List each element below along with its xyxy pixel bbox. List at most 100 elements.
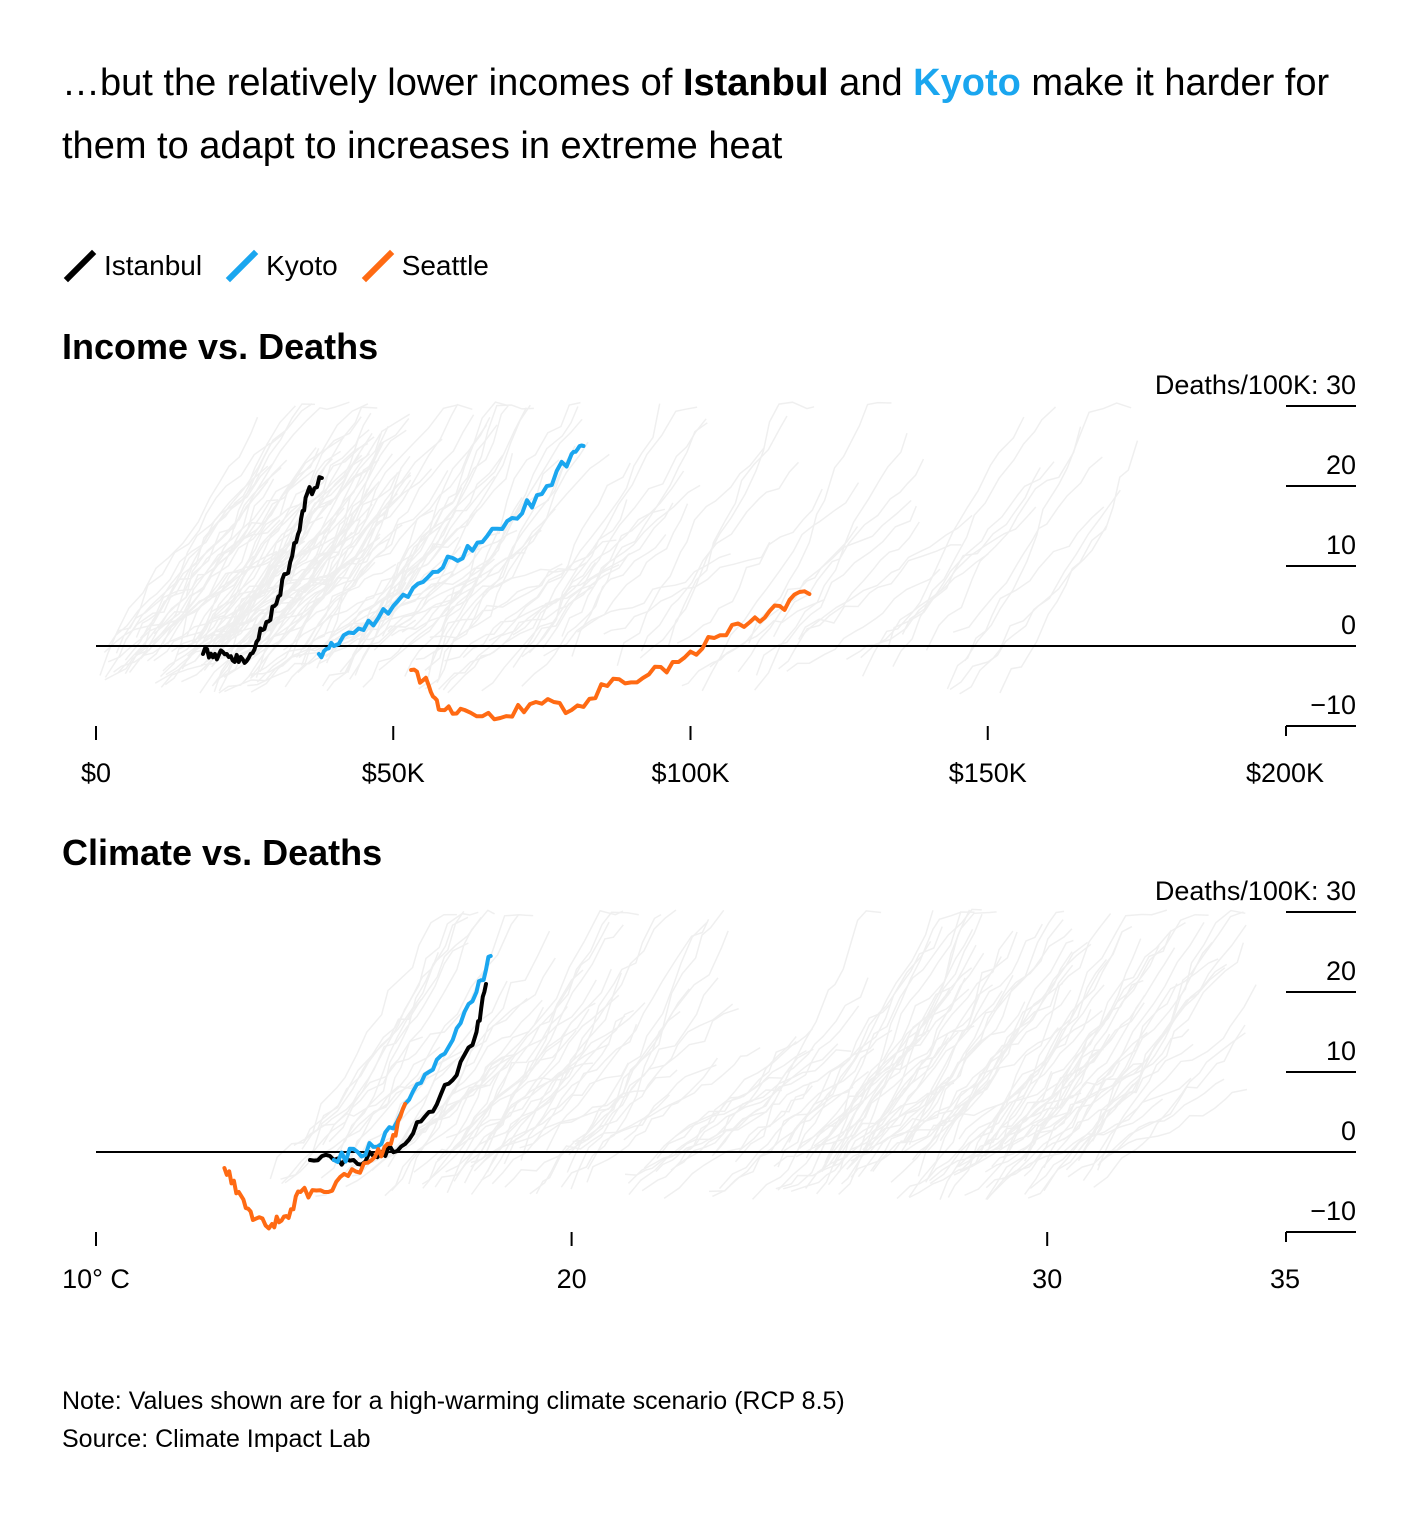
income-chart-background-line [952,456,1103,633]
climate-chart-background-line [1093,1032,1246,1188]
income-chart-background-line [488,462,631,642]
income-chart-background-line [447,586,594,694]
income-chart-background-line [349,416,491,680]
income-chart-background-line [387,552,526,633]
income-chart-background-line [778,521,920,670]
income-chart-background-line [194,450,342,662]
income-chart-background-line [224,616,379,693]
climate-chart-background-line [879,1076,1032,1145]
climate-chart-background-line [391,957,556,1192]
climate-chart-background-line [1077,963,1228,1162]
climate-chart-background-line [985,1098,1164,1189]
income-chart-background-line [355,453,514,633]
climate-chart-background-line [473,1062,629,1172]
climate-chart-background-line [284,1046,441,1184]
climate-chart-background-line [586,1057,719,1183]
headline-istanbul: Istanbul [682,62,829,104]
climate-chart-y-tick-label: 0 [1341,1116,1356,1146]
climate-chart-background-line [415,1005,568,1138]
income-chart-background-line [201,558,352,666]
income-chart-background-line [115,463,273,654]
income-chart-background-line [181,507,345,670]
climate-chart-background-line [320,910,465,1179]
climate-chart-background-line [519,1069,678,1149]
climate-chart-background-line [1096,942,1245,1171]
income-chart-background-line [113,589,266,673]
legend-item-seattle: Seattle [360,248,489,284]
climate-chart-background-line [995,979,1144,1151]
climate-chart-background-line [939,943,1092,1142]
climate-chart-background-line [1001,1078,1140,1181]
climate-chart-background-line [302,1006,468,1144]
income-chart-background-line [103,555,255,653]
climate-chart-background-line [452,1002,596,1149]
income-chart-background-line [561,484,701,637]
income-chart-background-line [162,447,320,645]
climate-chart-background-line [846,909,971,1170]
income-chart-background-line [381,404,534,637]
climate-chart-background-line [422,1029,577,1189]
income-chart-background-line [325,509,479,658]
income-chart-background-line [524,502,674,650]
climate-chart-background-line [925,941,1089,1183]
income-chart-background-line [429,562,587,639]
income-chart-x-tick-label: $100K [651,758,729,788]
climate-chart-y-tick-label: 20 [1326,956,1356,986]
income-chart-background-line [798,544,962,640]
income-chart-background-line [215,503,373,640]
climate-chart-background-line [676,1082,812,1167]
climate-chart-background-line [304,916,469,1139]
income-chart-background-line [949,525,1108,691]
income-chart-background-line [104,480,269,678]
climate-chart-background-line [1091,924,1247,1142]
climate-chart-background-line [1082,984,1257,1182]
climate-chart-background-line [445,1043,610,1139]
income-chart-background-line [240,474,412,664]
income-chart-background-line [153,469,315,635]
headline-part2: make it harder for them to adapt to incr… [62,62,1330,167]
climate-chart-background-line [908,910,1065,1146]
income-chart-background-line [453,453,610,642]
climate-chart-background-line [958,984,1105,1140]
income-chart-background-line [676,488,823,644]
income-chart-title: Income vs. Deaths [62,326,379,367]
climate-chart-x-tick-label: 10° C [62,1264,130,1294]
legend-swatch-kyoto [225,249,259,283]
income-chart-background-line [253,425,389,656]
climate-chart-background-line [574,1003,734,1145]
income-chart-background-line [737,499,912,673]
climate-chart-background-line [280,1036,424,1180]
climate-chart-background-line [827,911,997,1186]
income-chart-background-line [255,472,412,632]
footer-source: Source: Climate Impact Lab [62,1425,371,1453]
income-chart-background-line [185,401,350,638]
income-chart-y-tick-label: 20 [1326,450,1356,480]
climate-chart-background-line [947,959,1108,1198]
climate-chart-background-line [795,1076,950,1158]
climate-chart-background-line [674,1049,852,1138]
climate-chart-background-line [780,926,943,1152]
income-chart-background-line [521,534,667,687]
income-chart-x-tick-label: $50K [362,758,425,788]
income-chart-background-line [799,514,973,638]
climate-chart-background-line [413,1069,571,1173]
climate-chart-background-line [850,1086,987,1162]
income-chart-background-line [436,441,589,684]
income-chart-background-line [639,415,788,659]
income-chart-background-line [786,568,941,672]
income-chart-background-line [424,459,572,690]
income-chart-background-line [640,461,800,652]
income-chart-background-line [269,524,403,640]
climate-chart-background-line [1023,913,1209,1162]
climate-chart-background-line [872,1039,1015,1172]
climate-chart-background-line [917,951,1073,1177]
income-chart-background-line [247,619,417,687]
climate-chart-background-line [623,1046,761,1141]
income-chart-background-line [161,516,324,634]
income-chart-background-line [373,404,531,651]
income-chart-background-line [117,478,275,674]
income-chart-background-line [772,458,925,638]
climate-chart-background-line [520,909,677,1161]
income-chart-background-line [444,539,617,662]
climate-chart-x-tick-label: 35 [1270,1264,1300,1294]
